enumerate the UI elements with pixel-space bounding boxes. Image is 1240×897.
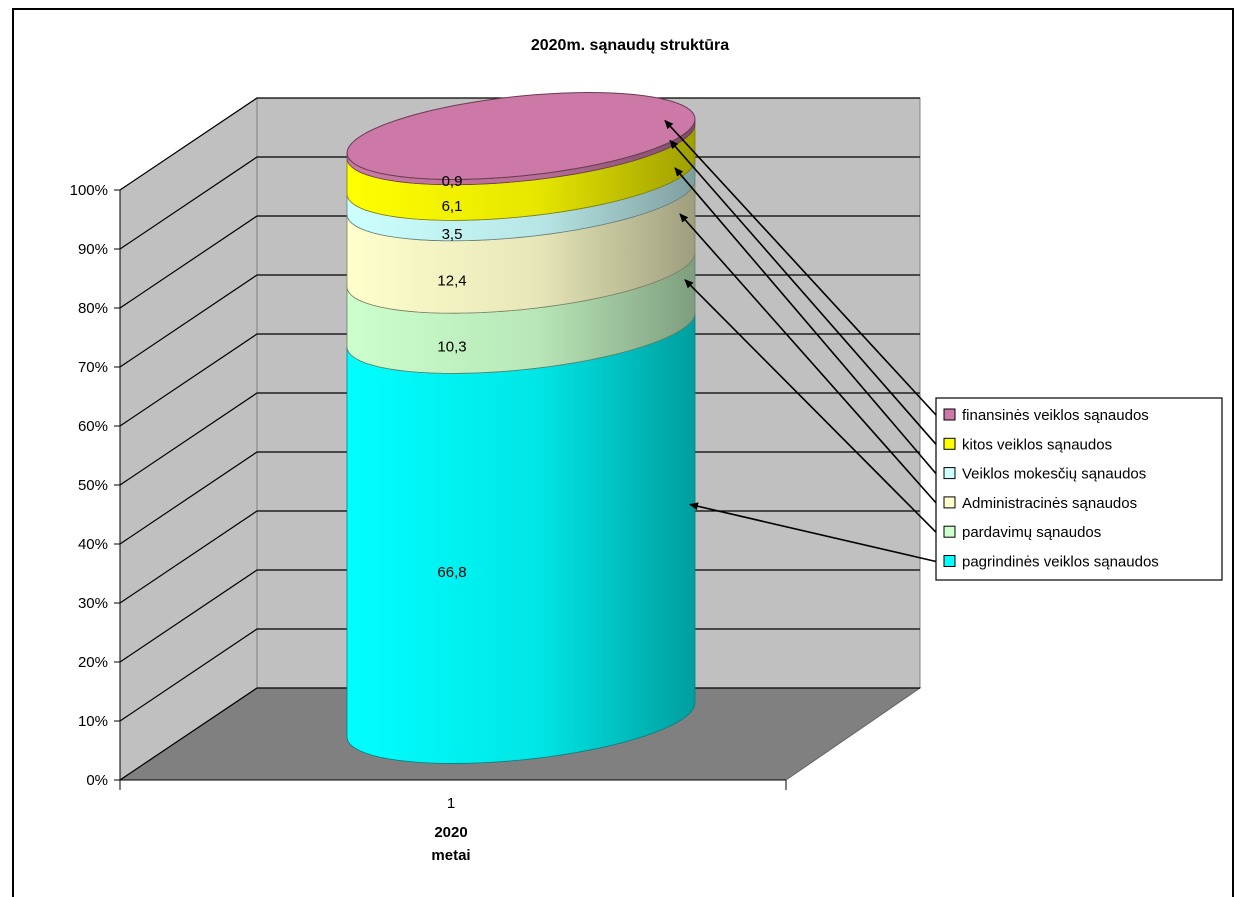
data-label: 3,5 bbox=[442, 226, 463, 243]
gridline bbox=[119, 510, 920, 604]
gridline bbox=[119, 333, 920, 427]
y-tick-label: 70% bbox=[78, 359, 108, 376]
data-label: 10,3 bbox=[437, 339, 466, 356]
data-label: 6,1 bbox=[442, 198, 463, 215]
y-tick-label: 0% bbox=[86, 772, 108, 789]
y-tick-label: 40% bbox=[78, 536, 108, 553]
legend-leaders bbox=[664, 119, 937, 563]
legend-swatch bbox=[943, 437, 956, 450]
gridline bbox=[119, 628, 920, 722]
legend-swatch bbox=[943, 467, 956, 480]
category-tick-label: 1 bbox=[447, 795, 455, 812]
y-tick-label: 30% bbox=[78, 595, 108, 612]
gridline bbox=[119, 451, 920, 545]
legend-leader-line bbox=[664, 119, 937, 416]
gridline bbox=[119, 687, 920, 781]
legend-entry: pagrindinės veiklos sąnaudos bbox=[962, 554, 1159, 571]
x-axis-label-line-1: 2020 bbox=[434, 824, 467, 841]
stacked-cylinder bbox=[346, 92, 696, 764]
y-tick-label: 20% bbox=[78, 654, 108, 671]
y-tick-label: 60% bbox=[78, 418, 108, 435]
gridlines bbox=[119, 97, 920, 781]
legend-box bbox=[935, 397, 1223, 581]
legend-swatch bbox=[943, 496, 956, 509]
data-label: 12,4 bbox=[437, 272, 466, 289]
data-label: 0,9 bbox=[442, 173, 463, 190]
gridline bbox=[119, 569, 920, 663]
y-axis-ticks: 0% 10% 20% 30% 40% 50% 60% 70% 80% 90% 100% bbox=[70, 182, 787, 790]
legend: finansinės veiklos sąnaudos kitos veiklos… bbox=[935, 397, 1223, 581]
legend-entry: Veiklos mokesčių sąnaudos bbox=[962, 466, 1146, 483]
legend-entry: kitos veiklos sąnaudos bbox=[962, 436, 1112, 453]
gridline bbox=[119, 392, 920, 486]
legend-leader-line bbox=[679, 213, 937, 504]
legend-entry: pardavimų sąnaudos bbox=[962, 524, 1101, 541]
cylinder-top-cap bbox=[346, 92, 696, 180]
gridline bbox=[119, 97, 920, 191]
y-tick-label: 100% bbox=[70, 182, 108, 199]
legend-leader-line bbox=[684, 279, 937, 533]
gridline bbox=[119, 215, 920, 309]
data-labels: 66,8 10,3 12,4 3,5 6,1 0,9 bbox=[437, 173, 466, 581]
y-tick-label: 90% bbox=[78, 241, 108, 258]
legend-swatch bbox=[943, 408, 956, 421]
y-tick-label: 80% bbox=[78, 300, 108, 317]
legend-swatch bbox=[943, 525, 956, 538]
chart-title: 2020m. sąnaudų struktūra bbox=[531, 37, 729, 54]
x-axis-label-line-2: metai bbox=[431, 847, 470, 864]
data-label: 66,8 bbox=[437, 564, 466, 581]
legend-leader-line bbox=[689, 502, 937, 563]
legend-entry: finansinės veiklos sąnaudos bbox=[962, 407, 1149, 424]
chart-frame bbox=[12, 8, 1234, 897]
legend-swatch bbox=[943, 555, 956, 567]
legend-entry: Administracinės sąnaudos bbox=[962, 495, 1137, 512]
y-tick-label: 10% bbox=[78, 713, 108, 730]
legend-leader-line bbox=[674, 167, 937, 475]
legend-leader-line bbox=[669, 139, 937, 445]
gridline bbox=[119, 274, 920, 368]
y-tick-label: 50% bbox=[78, 477, 108, 494]
cylinder-segment bbox=[346, 312, 696, 764]
